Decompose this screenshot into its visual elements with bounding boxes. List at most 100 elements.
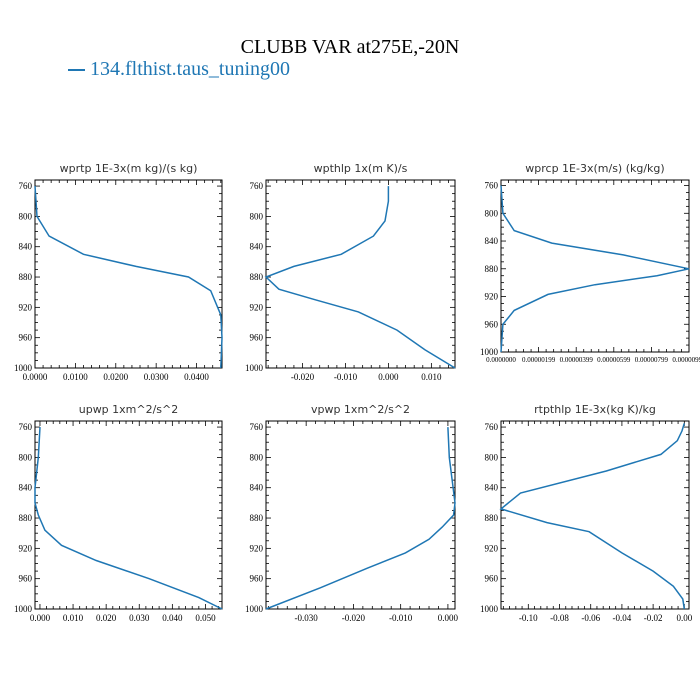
x-tick-label: 0.040	[162, 613, 183, 623]
plot-frame	[500, 420, 690, 610]
y-tick-label: 760	[19, 422, 33, 432]
plot-frame	[265, 420, 456, 610]
y-tick-label: 880	[485, 264, 499, 274]
x-tick-label: -0.06	[581, 613, 600, 623]
series-line	[500, 185, 690, 353]
legend-label: 134.flthist.taus_tuning00	[90, 58, 290, 80]
panel-title: wpthlp 1x(m K)/s	[314, 162, 408, 175]
y-tick-label: 1000	[245, 363, 264, 373]
x-tick-label: 0.0300	[144, 372, 169, 382]
legend: 134.flthist.taus_tuning00	[68, 58, 290, 81]
x-tick-label: 0.0000	[23, 372, 48, 382]
y-tick-label: 1000	[480, 347, 499, 357]
series-line	[499, 423, 686, 610]
y-tick-label: 960	[19, 574, 33, 584]
x-tick-label: -0.10	[519, 613, 538, 623]
x-tick-label: 0.010	[63, 613, 84, 623]
x-tick-label: -0.010	[334, 372, 358, 382]
y-tick-label: 800	[250, 211, 264, 221]
x-tick-label: 0.010	[421, 372, 442, 382]
y-tick-label: 920	[485, 292, 499, 302]
y-tick-label: 1000	[14, 604, 33, 614]
series-line	[34, 186, 223, 369]
series-line	[265, 427, 456, 610]
x-tick-label: -0.04	[613, 613, 632, 623]
x-tick-label: -0.02	[644, 613, 663, 623]
x-tick-label: 0.0000000	[486, 356, 516, 364]
y-tick-label: 880	[485, 513, 499, 523]
y-tick-label: 1000	[480, 604, 499, 614]
y-tick-label: 800	[485, 208, 499, 218]
y-tick-label: 840	[19, 242, 33, 252]
x-tick-label: 0.050	[195, 613, 216, 623]
x-tick-label: 0.020	[96, 613, 117, 623]
x-tick-label: 0.000	[30, 613, 51, 623]
y-tick-label: 880	[19, 513, 33, 523]
y-tick-label: 840	[485, 483, 499, 493]
x-tick-label: 0.00000599	[597, 356, 631, 364]
y-tick-label: 840	[19, 483, 33, 493]
y-tick-label: 920	[250, 302, 264, 312]
chart-panel-4: upwp 1xm^2/s^2 760 800 840 880 920 960 10000.00…	[14, 403, 223, 623]
plot-frame	[265, 179, 456, 369]
y-tick-label: 880	[250, 272, 264, 282]
y-tick-label: 1000	[14, 363, 33, 373]
chart-panel-1: wprtp 1E-3x(m kg)/(s kg) 760 800 840 880 920 9…	[14, 162, 223, 382]
x-tick-label: 0.000	[438, 613, 459, 623]
y-tick-label: 960	[19, 333, 33, 343]
chart-panel-2: wpthlp 1x(m K)/s 760 800 840 880 920 960 1000 -0…	[245, 162, 456, 382]
y-tick-label: 1000	[245, 604, 264, 614]
x-tick-label: -0.010	[389, 613, 413, 623]
y-tick-label: 880	[19, 272, 33, 282]
x-tick-label: -0.020	[291, 372, 315, 382]
y-tick-label: 800	[485, 452, 499, 462]
y-tick-label: 800	[250, 452, 264, 462]
series-line	[264, 186, 456, 369]
y-tick-label: 920	[19, 302, 33, 312]
panel-title: wprtp 1E-3x(m kg)/(s kg)	[60, 162, 198, 175]
y-tick-label: 920	[19, 543, 33, 553]
x-tick-label: -0.030	[295, 613, 319, 623]
x-tick-label: -0.020	[342, 613, 366, 623]
plot-frame	[34, 420, 223, 610]
page-title: CLUBB VAR at275E,-20N	[240, 36, 460, 58]
y-tick-label: 760	[250, 422, 264, 432]
y-tick-label: 840	[250, 242, 264, 252]
x-tick-label: 0.00000399	[560, 356, 594, 364]
y-tick-label: 840	[485, 236, 499, 246]
chart-panel-3: wprcp 1E-3x(m/s) (kg/kg) 760 800 840 880 920 9…	[480, 162, 700, 364]
y-tick-label: 760	[250, 181, 264, 191]
panel-title: upwp 1xm^2/s^2	[79, 403, 179, 416]
chart-panel-6: rtpthlp 1E-3x(kg K)/kg 760 800 840 880 920 960…	[480, 403, 693, 623]
chart-panel-5: vpwp 1xm^2/s^2 760 800 840 880 920 960 1000 -0.0…	[245, 403, 459, 623]
y-tick-label: 920	[250, 543, 264, 553]
y-tick-label: 760	[485, 181, 499, 191]
panel-title: rtpthlp 1E-3x(kg K)/kg	[534, 403, 656, 416]
panel-title: wprcp 1E-3x(m/s) (kg/kg)	[525, 162, 664, 175]
y-tick-label: 960	[485, 319, 499, 329]
x-tick-label: 0.00000999	[672, 356, 700, 364]
x-tick-label: -0.08	[550, 613, 569, 623]
panel-title: vpwp 1xm^2/s^2	[311, 403, 410, 416]
y-tick-label: 800	[19, 452, 33, 462]
legend-line-swatch	[68, 68, 85, 71]
plot-frame	[34, 179, 223, 369]
y-tick-label: 760	[19, 181, 33, 191]
y-tick-label: 800	[19, 211, 33, 221]
x-tick-label: 0.030	[129, 613, 150, 623]
x-tick-label: 0.0100	[63, 372, 88, 382]
y-tick-label: 880	[250, 513, 264, 523]
x-tick-label: 0.0400	[184, 372, 209, 382]
x-tick-label: 0.00000199	[522, 356, 556, 364]
x-tick-label: 0.00	[676, 613, 692, 623]
x-tick-label: 0.00000799	[635, 356, 669, 364]
plot-frame	[500, 179, 690, 353]
y-tick-label: 760	[485, 422, 499, 432]
series-line	[34, 427, 223, 610]
x-tick-label: 0.000	[378, 372, 399, 382]
y-tick-label: 840	[250, 483, 264, 493]
y-tick-label: 960	[250, 333, 264, 343]
y-tick-label: 960	[250, 574, 264, 584]
y-tick-label: 960	[485, 574, 499, 584]
